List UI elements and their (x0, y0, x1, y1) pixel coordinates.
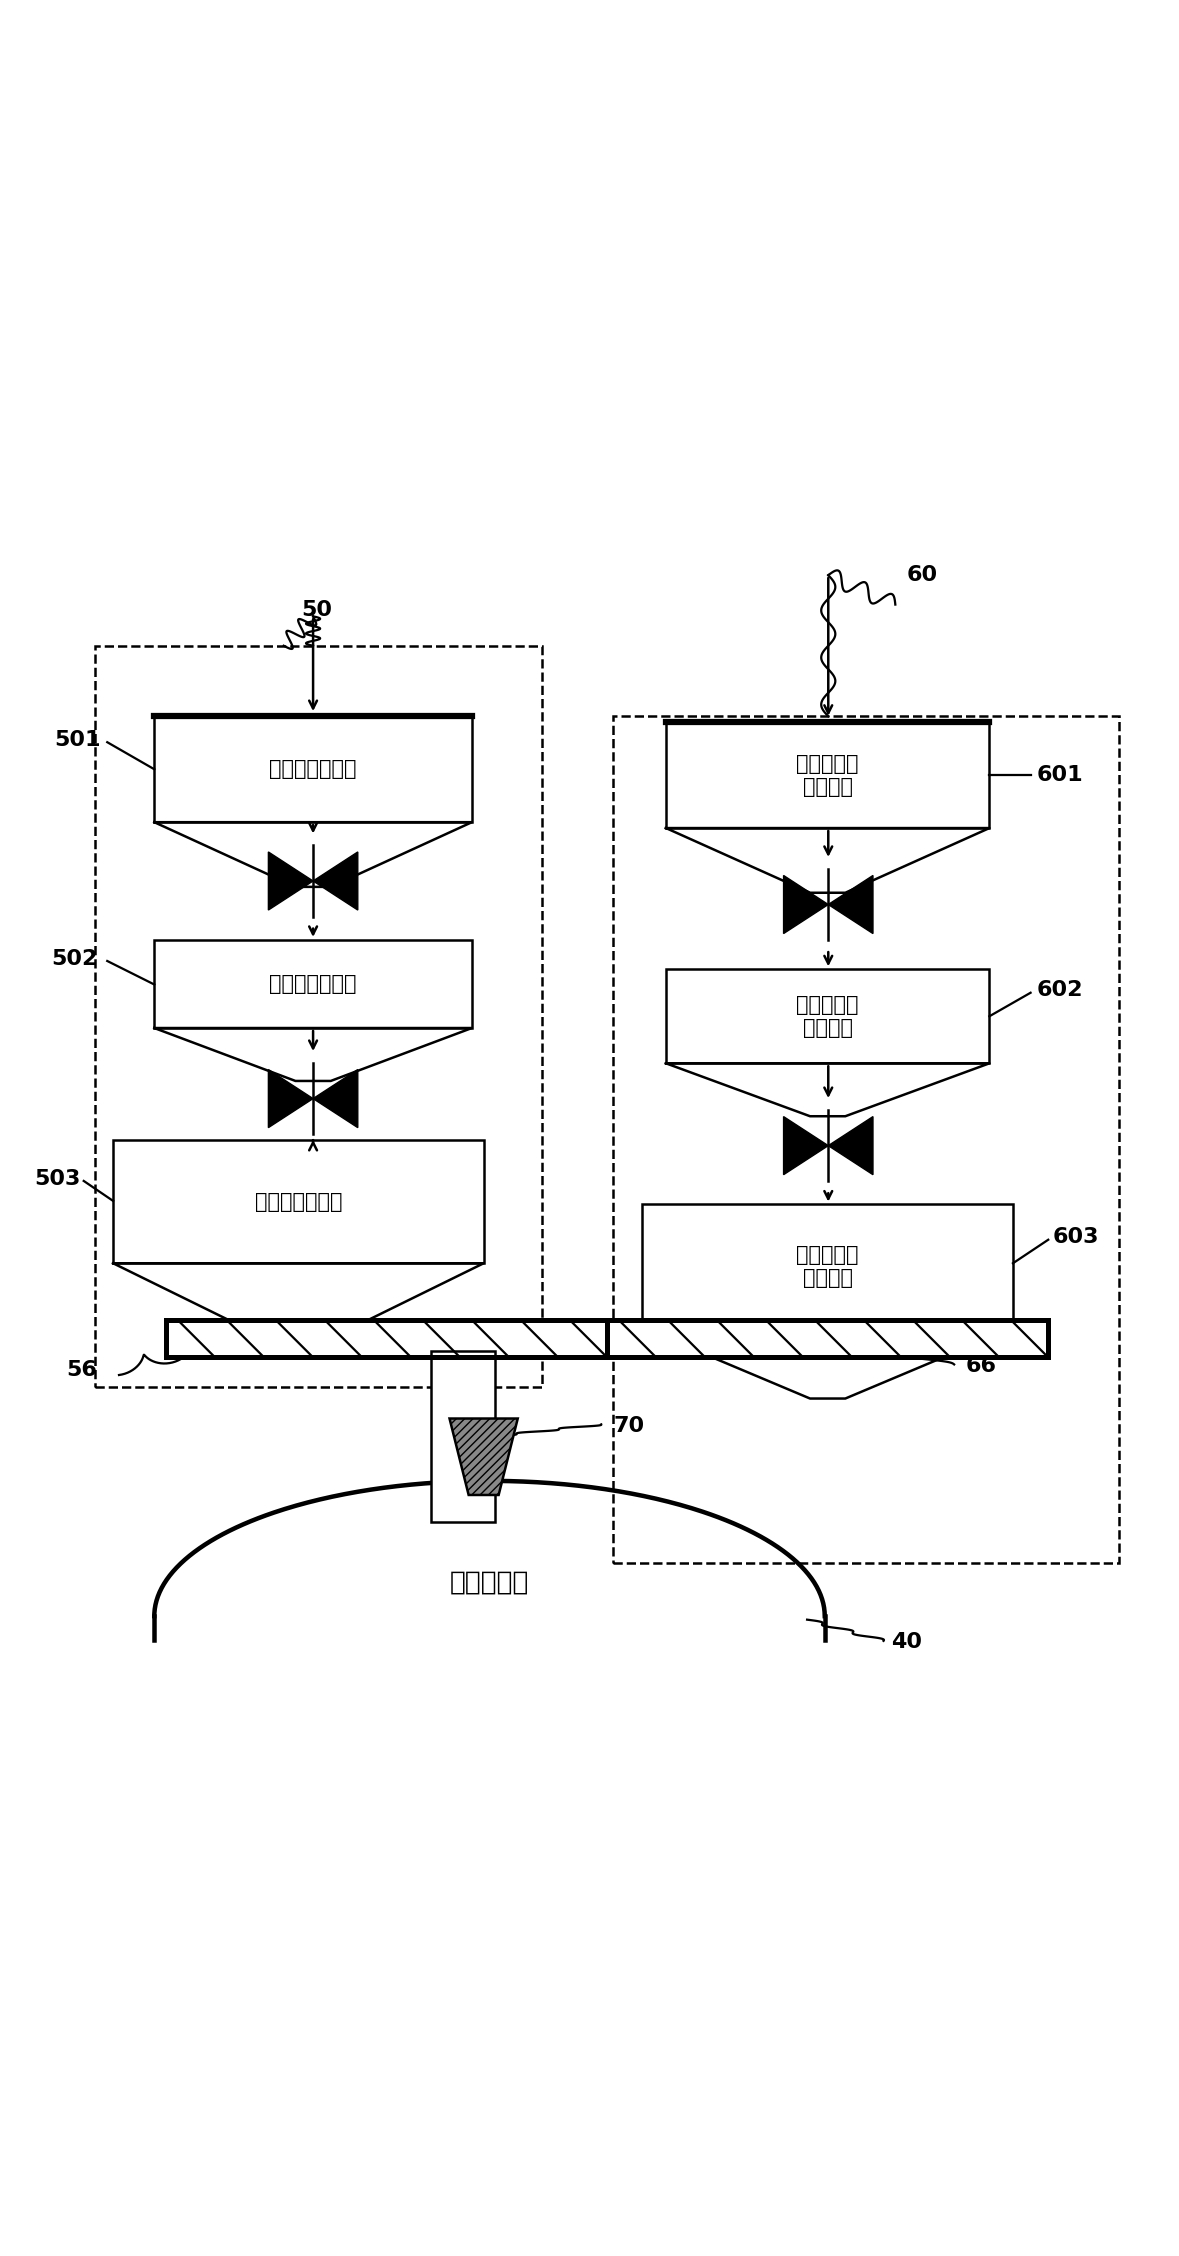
Text: 501: 501 (54, 731, 101, 749)
Text: 503: 503 (34, 1169, 80, 1189)
Polygon shape (269, 853, 314, 909)
Bar (643, 1205, 1013, 1329)
Polygon shape (113, 1263, 483, 1345)
Polygon shape (666, 1063, 989, 1117)
Bar (613, 717, 1119, 1563)
Polygon shape (449, 1419, 518, 1496)
Text: 还原材料装料仓: 还原材料装料仓 (255, 1191, 342, 1211)
Text: 70: 70 (613, 1415, 644, 1435)
Bar (154, 941, 472, 1029)
Polygon shape (784, 875, 829, 934)
Text: 502: 502 (51, 948, 97, 968)
Text: 40: 40 (890, 1631, 922, 1651)
Text: 66: 66 (966, 1356, 997, 1376)
Polygon shape (666, 828, 989, 893)
Bar (166, 1320, 607, 1358)
Text: 熔融气化炉: 熔融气化炉 (450, 1570, 529, 1595)
Polygon shape (643, 1329, 1013, 1399)
Text: 块状含碳材
料储料仓: 块状含碳材 料储料仓 (797, 754, 859, 796)
Text: 603: 603 (1053, 1227, 1100, 1248)
Text: 块状含碳材
料中间仓: 块状含碳材 料中间仓 (797, 995, 859, 1038)
Polygon shape (154, 821, 472, 887)
Bar (154, 717, 472, 821)
Text: 块状含碳材
料装料仓: 块状含碳材 料装料仓 (797, 1245, 859, 1288)
Polygon shape (829, 1117, 872, 1175)
Text: 还原材料储料仓: 还原材料储料仓 (269, 760, 357, 778)
Text: 602: 602 (1036, 981, 1084, 999)
Polygon shape (154, 1029, 472, 1081)
Bar (607, 1320, 1048, 1358)
Text: 还原材料中间仓: 还原材料中间仓 (269, 975, 357, 995)
Bar (95, 645, 542, 1387)
Bar (666, 722, 989, 828)
Polygon shape (269, 1069, 314, 1128)
Polygon shape (784, 1117, 829, 1175)
Polygon shape (829, 875, 872, 934)
Text: 60: 60 (907, 566, 938, 584)
Bar (113, 1139, 483, 1263)
Bar (430, 1351, 495, 1523)
Bar (607, 1320, 1048, 1358)
Polygon shape (314, 853, 357, 909)
Polygon shape (314, 1069, 357, 1128)
Text: 601: 601 (1036, 765, 1084, 785)
Bar (666, 970, 989, 1063)
Text: 50: 50 (302, 600, 332, 620)
Text: 56: 56 (66, 1360, 97, 1381)
Bar (166, 1320, 607, 1358)
